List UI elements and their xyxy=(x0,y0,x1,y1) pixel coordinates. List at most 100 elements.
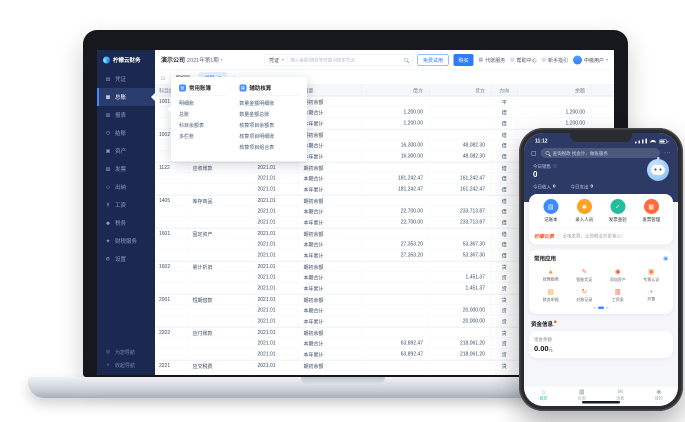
sidebar-item[interactable]: ▤ 凭证 xyxy=(97,70,155,88)
quick-action[interactable]: ✓ 发票查验 xyxy=(601,199,635,223)
sidebar-footer-item[interactable]: ◎ 为您导航 xyxy=(97,345,155,358)
free-trial-button[interactable]: 免费试用 xyxy=(417,53,449,66)
cell-credit: 1,451.37 xyxy=(429,283,491,294)
robot-mascot-avatar[interactable] xyxy=(647,157,669,181)
external-link-icon[interactable]: ▣ xyxy=(663,255,668,262)
app-item[interactable]: ▥ 工资条 xyxy=(601,288,635,303)
avatar xyxy=(572,55,582,65)
phone-status-bar: 11:12 xyxy=(531,136,671,146)
sidebar-item[interactable]: ⚙ 设置 xyxy=(97,250,155,268)
popup-menu-item[interactable]: 数量金额总账 xyxy=(239,112,270,118)
voucher-search[interactable]: 凭证 ▾ 输入金额/摘要等关键词搜索凭证 xyxy=(264,53,413,66)
cell-credit: 20,000.00 xyxy=(429,316,491,327)
col-header-credit: 贷方 xyxy=(429,85,491,96)
cell-summary: 本期合计 xyxy=(297,272,361,283)
funds-section-header: 资金信息 xyxy=(531,320,671,328)
app-item[interactable]: ▣ 专票认证 xyxy=(635,268,669,283)
promo-banner[interactable]: 柠檬云票 全电发票，让财税业务更省心！ xyxy=(534,227,668,240)
app-item[interactable]: ↻ 对账记录 xyxy=(568,288,602,303)
search-category[interactable]: 凭证 xyxy=(269,58,280,64)
topbar-link-label: 代账服务 xyxy=(485,58,506,64)
cell-credit: 218,061.20 xyxy=(429,338,491,349)
phone-search-bar[interactable]: 查询税政 找会计、做账服务 xyxy=(540,148,660,158)
phone-tab-bar: ⌂ 首页 ▦ 应用 ✉ 消息 ◉ 我的 xyxy=(524,386,678,406)
cell-debit: 181,242.47 xyxy=(361,173,429,184)
app-logo[interactable]: 柠檬云财务 xyxy=(97,50,155,70)
sidebar-item[interactable]: ◇ 出纳 xyxy=(97,178,155,196)
logo-icon xyxy=(103,56,110,64)
phone-tab[interactable]: ◉ 我的 xyxy=(640,388,679,401)
phone-tab[interactable]: ▦ 应用 xyxy=(563,388,602,401)
company-selector[interactable]: 演示公司 2021年第1期 ▾ xyxy=(161,56,223,65)
sidebar-footer-label: 为您导航 xyxy=(115,349,135,356)
phone-tab[interactable]: ✉ 消息 xyxy=(601,388,640,401)
quick-action[interactable]: ▤ 记账本 xyxy=(534,199,568,223)
sidebar-item[interactable]: ▥ 报表 xyxy=(97,106,155,124)
app-item[interactable]: ▲ 经营报表 xyxy=(534,268,568,283)
popup-menu-item[interactable]: 核算项目组合表 xyxy=(239,145,275,151)
topbar-link[interactable]: ◎ 新手指引 xyxy=(542,56,568,64)
phone-search-row: ▢ 查询税政 找会计、做账服务 ··· xyxy=(531,148,671,158)
cell-account-name: 应付账款 xyxy=(189,327,251,338)
topbar-link[interactable]: ◎ 帮助中心 xyxy=(510,56,536,64)
search-icon[interactable] xyxy=(404,57,409,62)
cell-credit: 161,242.47 xyxy=(429,173,491,184)
popup-menu-item[interactable]: 科目余额表 xyxy=(179,123,204,129)
home-indicator[interactable] xyxy=(582,401,620,404)
cell-credit xyxy=(429,360,491,371)
app-item[interactable]: ▤ 税务申报 xyxy=(534,288,568,303)
cell-credit xyxy=(429,327,491,338)
cell-period: 2021.01 xyxy=(251,184,297,195)
app-item[interactable]: + 开票 xyxy=(635,288,669,303)
app-label: 税务申报 xyxy=(542,297,559,303)
popup-menu-item[interactable]: 核算项目余额表 xyxy=(239,123,275,129)
cell-account-code xyxy=(155,349,189,360)
cell-debit xyxy=(361,272,429,283)
cash-amount: 0.00 xyxy=(534,344,549,354)
app-label: 智能凭证 xyxy=(576,277,593,283)
cell-period: 2021.01 xyxy=(251,316,297,327)
topbar-link-label: 新手指引 xyxy=(547,58,568,64)
quick-action[interactable]: ◉ 录入人员 xyxy=(568,199,602,223)
popup-menu-item[interactable]: 核算项目明细账 xyxy=(239,134,275,140)
more-icon[interactable]: ··· xyxy=(664,150,671,156)
popup-menu-item[interactable]: 数量金额明细账 xyxy=(239,101,275,107)
popup-menu-item[interactable]: 总账 xyxy=(179,112,189,118)
col-header-debit: 借方 xyxy=(361,85,429,96)
sidebar-item[interactable]: ★ 财税服务 xyxy=(97,232,155,250)
sidebar-item-icon: ▣ xyxy=(105,148,111,154)
cell-summary: 期初余额 xyxy=(297,195,361,206)
app-item[interactable]: ◉ 添加资产 xyxy=(601,268,635,283)
sidebar-item[interactable]: ¥ 工资 xyxy=(97,196,155,214)
status-icons xyxy=(635,138,669,144)
funds-card[interactable]: 现金余额 0.00元 xyxy=(529,331,673,358)
sidebar-item[interactable]: ▦ 总账 xyxy=(97,88,155,106)
info-icon[interactable]: ⓘ xyxy=(553,164,558,169)
popup-menu-item[interactable]: 多栏账 xyxy=(179,134,194,140)
quick-action[interactable]: ▦ 发票管理 xyxy=(635,199,669,223)
scan-icon[interactable]: ▢ xyxy=(531,149,537,157)
topbar-link[interactable]: ▦ 代账服务 xyxy=(479,56,506,64)
popup-menu-item[interactable]: 明细账 xyxy=(179,101,194,107)
cell-account-code xyxy=(155,338,189,349)
quick-action-label: 记账本 xyxy=(543,217,558,222)
sidebar-item-icon: ◇ xyxy=(106,184,110,190)
app-icon: ◉ xyxy=(614,267,621,276)
cell-credit xyxy=(429,261,491,272)
cell-direction: 借 xyxy=(491,206,517,217)
phone-tab[interactable]: ⌂ 首页 xyxy=(524,388,563,401)
phone-screen: 11:12 ▢ 查询税政 找会计、做账服务 xyxy=(524,133,678,406)
sidebar-footer-item[interactable]: « 收起导航 xyxy=(97,358,155,371)
cell-summary: 本年累计 xyxy=(297,184,361,195)
home-icon[interactable]: ⌂ xyxy=(161,73,166,82)
sidebar-item[interactable]: ⊙ 结账 xyxy=(97,124,155,142)
sidebar-item[interactable]: ◆ 税务 xyxy=(97,214,155,232)
sidebar-footer-icon: « xyxy=(106,361,110,368)
buy-button[interactable]: 购买 xyxy=(453,53,474,66)
cell-summary: 本期合计 xyxy=(297,239,361,250)
sidebar-item[interactable]: ▧ 发票 xyxy=(97,160,155,178)
user-menu[interactable]: 中级用户 ▾ xyxy=(572,55,608,65)
sidebar-item[interactable]: ▣ 资产 xyxy=(97,142,155,160)
phone-tab-label: 消息 xyxy=(616,395,625,401)
app-item[interactable]: ✎ 智能凭证 xyxy=(568,268,602,283)
